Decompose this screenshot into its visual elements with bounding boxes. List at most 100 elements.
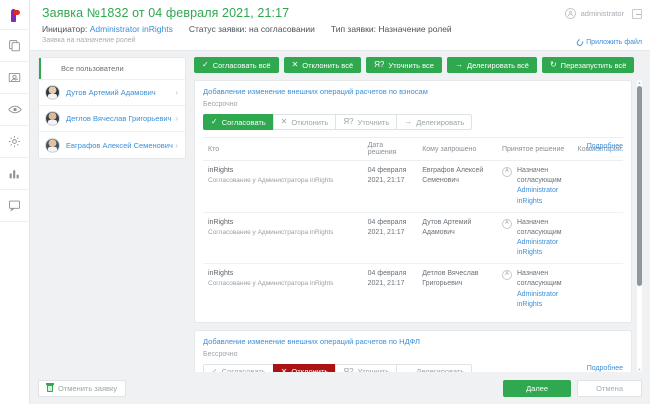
- approve-label: Согласовать: [221, 117, 266, 127]
- scrollbar-thumb[interactable]: [637, 86, 642, 286]
- status-value: на согласовании: [249, 24, 315, 34]
- initiator-field: Инициатор: Administrator inRights: [42, 24, 173, 34]
- cell-comment: [572, 160, 623, 213]
- decision-link[interactable]: Administrator inRights: [516, 187, 559, 205]
- status-field: Статус заявки: на согласовании: [189, 24, 315, 34]
- cell-who: inRights: [208, 270, 234, 278]
- approve-button[interactable]: ✓ Согласовать: [203, 114, 274, 131]
- users-item-all[interactable]: Все пользователи: [39, 58, 185, 80]
- users-item-all-label: Все пользователи: [61, 64, 124, 73]
- user-menu[interactable]: administrator: [564, 8, 642, 19]
- approve-all-button[interactable]: ✓ Согласовать всё: [194, 57, 279, 73]
- decisions-table: Кто Дата решения Кому запрошено Принятое…: [203, 137, 623, 315]
- users-item-2[interactable]: Евграфов Алексей Семенович ›: [39, 132, 185, 158]
- cell-date: 04 февраля 2021, 21:17: [362, 212, 418, 265]
- reject-all-button[interactable]: ✕ Отклонить всё: [283, 57, 362, 73]
- users-item-0[interactable]: Дутов Артемий Адамович ›: [39, 80, 185, 106]
- reject-label: Отклонить: [291, 117, 329, 127]
- request-card-0: Добавление изменение внешних операций ра…: [194, 80, 632, 323]
- requests-content: ✓ Согласовать всё ✕ Отклонить всё Я? Уто…: [194, 57, 642, 372]
- user-name: administrator: [580, 9, 624, 18]
- picture-icon: [8, 71, 21, 84]
- delegate-all-button[interactable]: → Делегировать всё: [446, 57, 537, 73]
- cell-who: inRights: [208, 167, 234, 175]
- person-question-icon: Я?: [343, 366, 354, 372]
- rail-item-eye[interactable]: [0, 94, 30, 126]
- logout-icon[interactable]: [632, 8, 642, 19]
- scroll-up-arrow-icon[interactable]: ▲: [637, 80, 642, 85]
- rail-item-reports[interactable]: [0, 158, 30, 190]
- cell-requested-to: Дутов Артемий Адамович: [417, 212, 497, 265]
- restart-all-button[interactable]: ↻ Перезапустить всё: [541, 57, 635, 73]
- main-area: Заявка №1832 от 04 февраля 2021, 21:17 И…: [30, 0, 650, 404]
- attach-file-link[interactable]: Приложить файл: [575, 37, 642, 48]
- initiator-link[interactable]: Administrator inRights: [89, 24, 173, 34]
- details-link[interactable]: Подробнее: [586, 143, 623, 151]
- cancel-button[interactable]: Отмена: [577, 379, 642, 397]
- rail-item-comments[interactable]: [0, 190, 30, 222]
- delegate-label: Делегировать: [416, 117, 465, 127]
- delegate-button[interactable]: → Делегировать: [396, 363, 473, 372]
- reject-button[interactable]: ✕ Отклонить: [272, 363, 337, 372]
- clarify-label: Уточнить: [357, 117, 390, 127]
- request-subtitle: Заявка на назначение ролей: [42, 37, 136, 44]
- cell-decision: A Назначен согласующим Administrator inR…: [501, 166, 568, 207]
- delegate-label: Делегировать: [416, 367, 465, 372]
- table-row: inRights Согласование у Администратора i…: [203, 264, 623, 315]
- next-button[interactable]: Далее: [503, 379, 572, 397]
- reject-button[interactable]: ✕ Отклонить: [272, 114, 337, 131]
- cell-date: 04 февраля 2021, 21:17: [362, 160, 418, 213]
- logo-mark: [9, 9, 20, 22]
- approve-all-label: Согласовать всё: [212, 60, 271, 70]
- scroll-down-arrow-icon[interactable]: ▼: [637, 367, 642, 372]
- approve-button[interactable]: ✓ Согласовать: [203, 363, 274, 372]
- chart-icon: [8, 167, 21, 180]
- request-meta: Инициатор: Administrator inRights Статус…: [42, 24, 640, 34]
- col-decision: Принятое решение: [496, 137, 573, 162]
- avatar: [45, 85, 60, 100]
- col-comment: Комментарий: [572, 137, 623, 162]
- rail-item-picture[interactable]: [0, 62, 30, 94]
- decision-text: Назначен согласующим: [516, 167, 562, 185]
- request-card-title: Добавление изменение внешних операций ра…: [203, 336, 420, 346]
- users-item-label: Евграфов Алексей Семенович: [66, 140, 173, 150]
- delegate-button[interactable]: → Делегировать: [396, 114, 473, 131]
- vertical-scrollbar[interactable]: ▲ ▼: [637, 80, 642, 372]
- clarify-button[interactable]: Я? Уточнить: [335, 114, 398, 131]
- rail-item-documents[interactable]: [0, 30, 30, 62]
- type-value: Назначение ролей: [378, 24, 452, 34]
- comment-icon: [8, 199, 21, 212]
- details-link[interactable]: Подробнее: [586, 364, 623, 372]
- user-icon: [564, 8, 576, 19]
- attach-file-label: Приложить файл: [586, 39, 642, 46]
- request-card-actions: ✓ Согласовать ✕ Отклонить Я? Уточнить: [203, 114, 623, 131]
- col-date: Дата решения: [362, 137, 418, 162]
- cross-icon: ✕: [280, 117, 288, 127]
- person-question-icon: Я?: [343, 117, 354, 127]
- chevron-right-icon: ›: [175, 114, 178, 123]
- avatar: [45, 111, 60, 126]
- check-icon: ✓: [202, 60, 209, 69]
- footer-bar: Отменить заявку Далее Отмена: [30, 372, 650, 404]
- users-item-1[interactable]: Детлов Вячеслав Григорьевич ›: [39, 106, 185, 132]
- reject-label: Отклонить: [291, 367, 329, 372]
- clarify-button[interactable]: Я? Уточнить: [335, 363, 398, 372]
- chevron-right-icon: ›: [175, 140, 178, 150]
- cancel-request-button[interactable]: Отменить заявку: [38, 379, 127, 397]
- app-logo[interactable]: [0, 0, 30, 30]
- users-item-label: Детлов Вячеслав Григорьевич: [66, 114, 172, 123]
- rail-item-settings[interactable]: [0, 126, 30, 158]
- users-item-label: Дутов Артемий Адамович: [66, 88, 156, 97]
- table-row: inRights Согласование у Администратора i…: [203, 212, 623, 265]
- footer-actions: Далее Отмена: [503, 379, 642, 397]
- gear-icon: [8, 135, 21, 148]
- cell-requested-to: Детлов Вячеслав Григорьевич: [422, 270, 479, 288]
- clarify-all-button[interactable]: Я? Уточнить все: [366, 57, 442, 73]
- decision-avatar-icon: A: [501, 270, 512, 281]
- decision-link[interactable]: Administrator inRights: [516, 238, 559, 257]
- cancel-request-label: Отменить заявку: [58, 383, 118, 393]
- decision-link[interactable]: Administrator inRights: [516, 290, 559, 308]
- request-card-title: Добавление изменение внешних операций ра…: [203, 87, 428, 96]
- check-icon: ✓: [211, 117, 218, 127]
